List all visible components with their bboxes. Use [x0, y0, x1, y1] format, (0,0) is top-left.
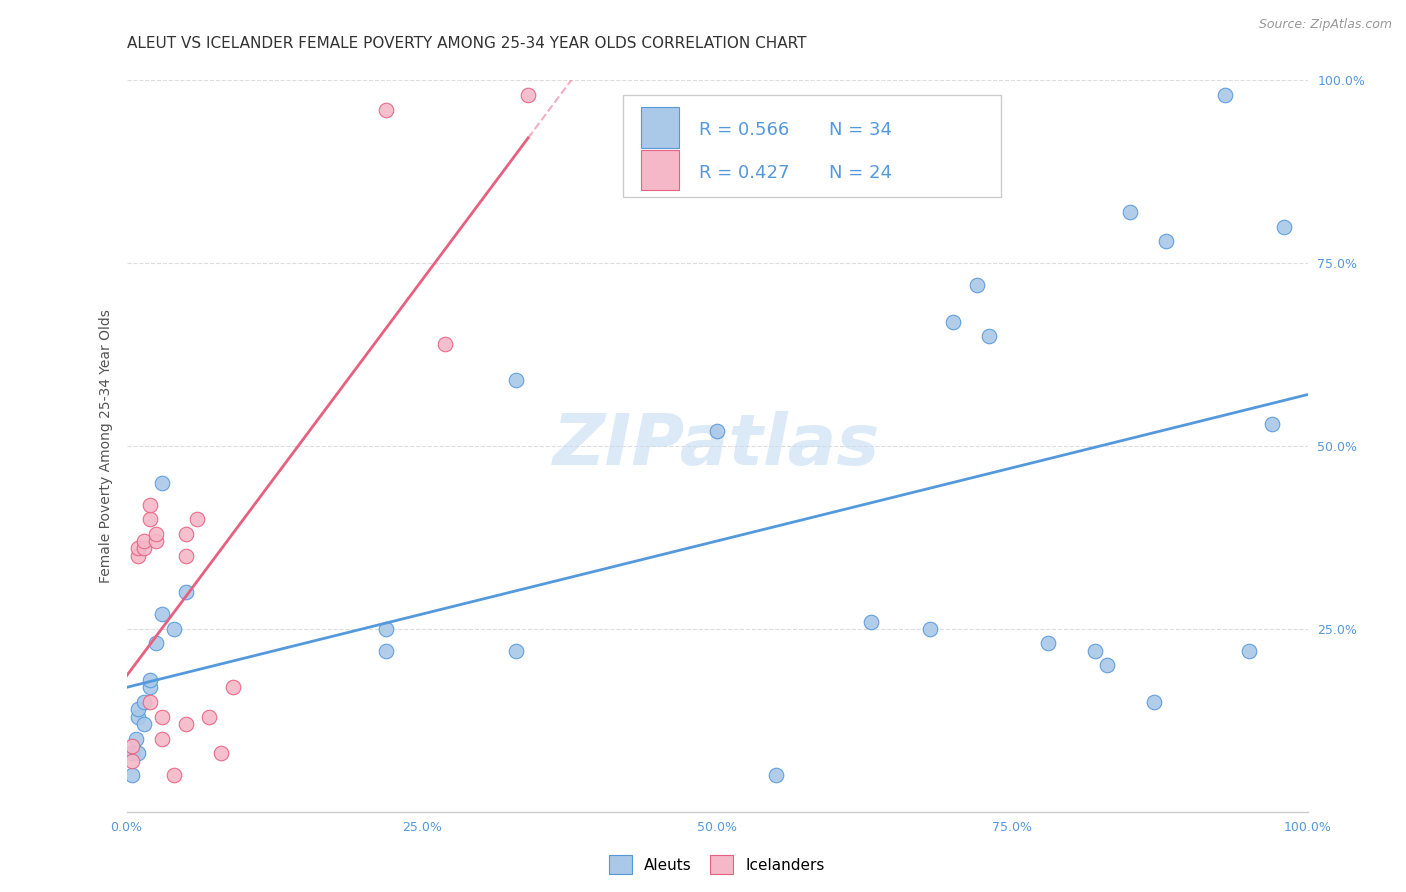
FancyBboxPatch shape [641, 107, 679, 147]
Point [121, 746, 143, 760]
Text: ZIPatlas: ZIPatlas [554, 411, 880, 481]
Y-axis label: Female Poverty Among 25-34 Year Olds: Female Poverty Among 25-34 Year Olds [98, 309, 112, 583]
Text: N = 34: N = 34 [830, 121, 893, 139]
Point [145, 636, 167, 650]
FancyBboxPatch shape [641, 150, 679, 190]
Point [127, 702, 149, 716]
Point [186, 512, 208, 526]
Point [127, 541, 149, 556]
Point [375, 622, 398, 636]
Point [145, 526, 167, 541]
Text: R = 0.566: R = 0.566 [699, 121, 790, 139]
Point [517, 87, 540, 102]
Point [1261, 417, 1284, 431]
Point [139, 512, 162, 526]
Point [150, 607, 173, 622]
Point [121, 754, 143, 768]
Point [163, 622, 186, 636]
Point [134, 534, 156, 549]
Point [134, 541, 156, 556]
Point [1084, 644, 1107, 658]
Point [139, 695, 162, 709]
Point [1213, 87, 1236, 102]
Point [706, 425, 728, 439]
Point [134, 695, 156, 709]
Point [1237, 644, 1260, 658]
Point [198, 709, 221, 723]
Point [134, 717, 156, 731]
Point [765, 768, 787, 782]
Point [505, 644, 527, 658]
Point [121, 768, 143, 782]
FancyBboxPatch shape [623, 95, 1001, 197]
Point [434, 336, 457, 351]
Point [209, 746, 232, 760]
Point [966, 278, 988, 293]
Point [174, 585, 197, 599]
Point [942, 315, 965, 329]
Point [1143, 695, 1166, 709]
Point [1119, 205, 1142, 219]
Point [174, 549, 197, 563]
Point [121, 739, 143, 753]
Point [139, 681, 162, 695]
Point [139, 673, 162, 687]
Point [977, 329, 1000, 343]
Point [1154, 234, 1177, 248]
Point [174, 526, 197, 541]
Point [150, 709, 173, 723]
Point [174, 717, 197, 731]
Point [127, 709, 149, 723]
Point [1095, 658, 1118, 673]
Point [163, 768, 186, 782]
Point [150, 475, 173, 490]
Text: R = 0.427: R = 0.427 [699, 164, 790, 182]
Point [918, 622, 941, 636]
Point [505, 373, 527, 387]
Text: N = 24: N = 24 [830, 164, 893, 182]
Point [127, 746, 149, 760]
Point [139, 498, 162, 512]
Text: ALEUT VS ICELANDER FEMALE POVERTY AMONG 25-34 YEAR OLDS CORRELATION CHART: ALEUT VS ICELANDER FEMALE POVERTY AMONG … [127, 36, 806, 51]
Point [375, 103, 398, 117]
Point [127, 549, 149, 563]
Point [222, 681, 245, 695]
Point [145, 534, 167, 549]
Legend: Aleuts, Icelanders: Aleuts, Icelanders [603, 849, 831, 880]
Point [125, 731, 148, 746]
Point [859, 615, 882, 629]
Text: Source: ZipAtlas.com: Source: ZipAtlas.com [1258, 18, 1392, 31]
Point [1036, 636, 1059, 650]
Point [1272, 219, 1295, 234]
Point [150, 731, 173, 746]
Point [375, 644, 398, 658]
